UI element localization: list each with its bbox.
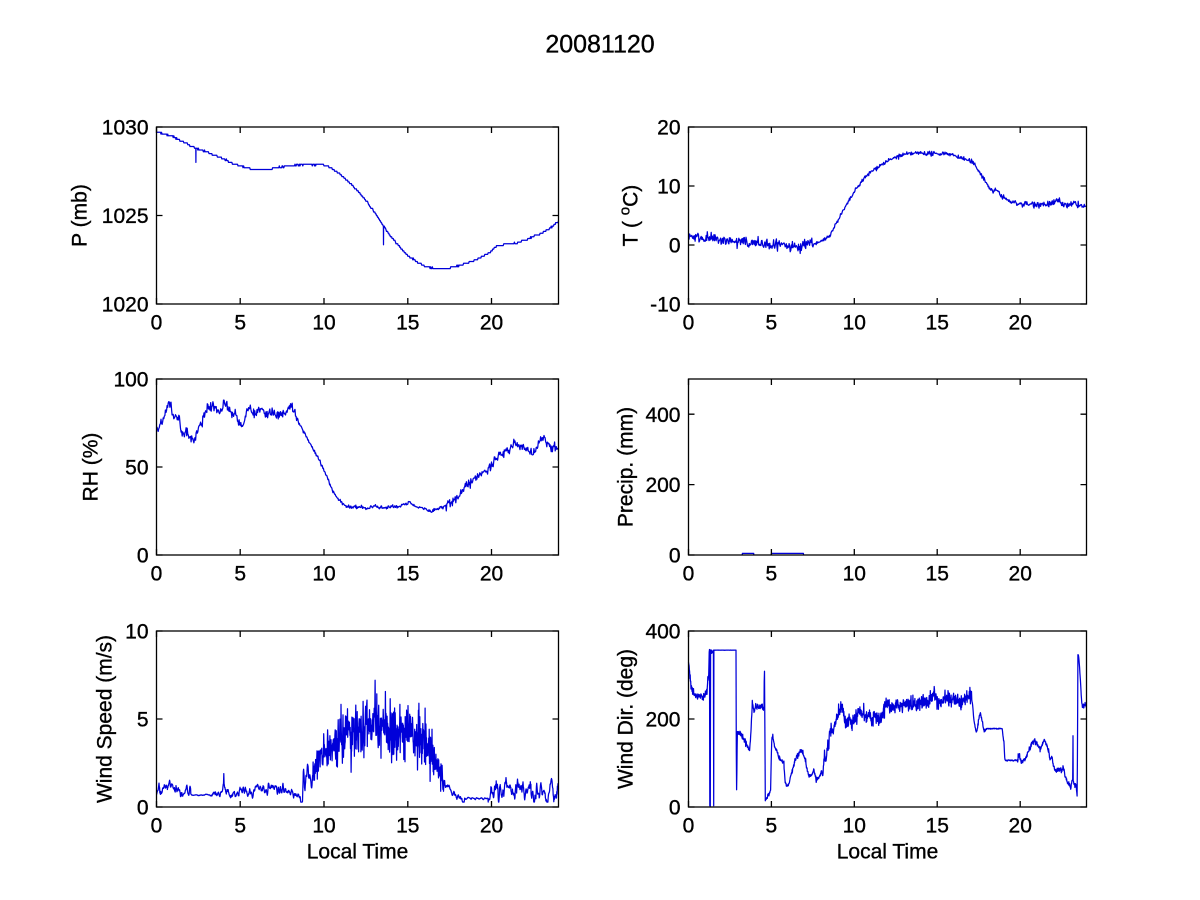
svg-text:0: 0: [683, 312, 695, 335]
svg-text:200: 200: [645, 709, 680, 732]
svg-text:20: 20: [480, 312, 503, 335]
svg-text:Wind Dir. (deg): Wind Dir. (deg): [615, 649, 638, 789]
svg-text:200: 200: [645, 474, 680, 497]
svg-text:10: 10: [843, 815, 866, 838]
svg-text:5: 5: [766, 312, 778, 335]
svg-text:20: 20: [1009, 815, 1032, 838]
svg-text:400: 400: [645, 404, 680, 427]
svg-text:20: 20: [657, 117, 680, 140]
svg-text:1030: 1030: [102, 117, 149, 140]
svg-text:10: 10: [312, 815, 335, 838]
svg-text:20: 20: [1009, 312, 1032, 335]
svg-text:Local Time: Local Time: [837, 841, 939, 864]
svg-text:RH (%): RH (%): [80, 433, 103, 502]
svg-text:0: 0: [151, 312, 163, 335]
svg-text:0: 0: [151, 563, 163, 586]
svg-text:T ( oC): T ( oC): [617, 185, 643, 247]
svg-text:10: 10: [312, 312, 335, 335]
svg-text:5: 5: [766, 815, 778, 838]
svg-text:Local Time: Local Time: [307, 841, 409, 864]
svg-text:20: 20: [480, 563, 503, 586]
svg-text:1025: 1025: [102, 205, 149, 228]
svg-text:10: 10: [125, 621, 148, 644]
svg-text:5: 5: [234, 312, 246, 335]
svg-text:-10: -10: [650, 294, 680, 317]
svg-text:100: 100: [113, 369, 148, 392]
svg-text:0: 0: [137, 797, 149, 820]
svg-text:0: 0: [669, 545, 681, 568]
svg-text:20: 20: [480, 815, 503, 838]
svg-text:0: 0: [669, 235, 681, 258]
svg-text:P (mb): P (mb): [69, 184, 92, 247]
svg-text:Wind Speed (m/s): Wind Speed (m/s): [94, 635, 117, 803]
svg-text:50: 50: [125, 457, 148, 480]
svg-text:5: 5: [766, 563, 778, 586]
svg-text:10: 10: [843, 312, 866, 335]
svg-text:15: 15: [926, 312, 949, 335]
svg-text:10: 10: [843, 563, 866, 586]
svg-text:15: 15: [926, 815, 949, 838]
svg-text:15: 15: [396, 312, 419, 335]
svg-text:0: 0: [151, 815, 163, 838]
svg-text:1020: 1020: [102, 294, 149, 317]
svg-text:15: 15: [926, 563, 949, 586]
svg-text:5: 5: [234, 563, 246, 586]
svg-text:0: 0: [137, 545, 149, 568]
svg-text:5: 5: [234, 815, 246, 838]
svg-text:Precip. (mm): Precip. (mm): [615, 407, 638, 527]
svg-text:10: 10: [657, 176, 680, 199]
svg-text:5: 5: [137, 709, 149, 732]
svg-text:400: 400: [645, 621, 680, 644]
svg-text:20081120: 20081120: [545, 31, 654, 59]
svg-text:0: 0: [683, 815, 695, 838]
svg-text:20: 20: [1009, 563, 1032, 586]
svg-text:10: 10: [312, 563, 335, 586]
svg-text:15: 15: [396, 815, 419, 838]
svg-text:0: 0: [683, 563, 695, 586]
svg-text:0: 0: [669, 797, 681, 820]
svg-text:15: 15: [396, 563, 419, 586]
